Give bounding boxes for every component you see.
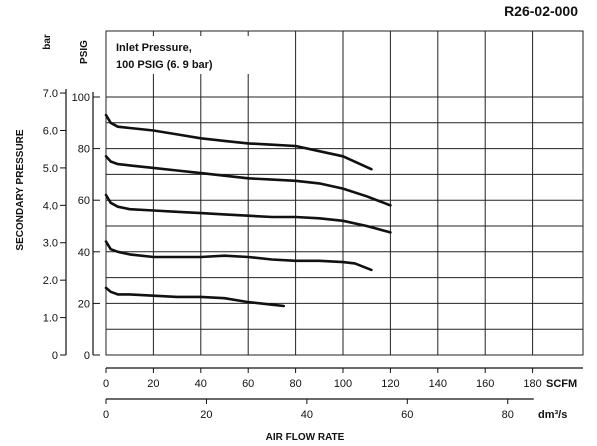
y-tick-label-secondary: 6.0: [43, 125, 58, 137]
y-tick-label-secondary: 1.0: [43, 313, 58, 325]
y-tick-label: 0: [84, 350, 90, 362]
y-tick-label: 40: [78, 247, 90, 259]
x-tick-label: 180: [523, 378, 541, 390]
x-unit-secondary: dm³/s: [538, 409, 567, 421]
x-tick-label: 20: [147, 378, 159, 390]
x-tick-label: 160: [476, 378, 494, 390]
y-tick-label-secondary: 7.0: [43, 88, 58, 100]
x-tick-label: 140: [429, 378, 447, 390]
series-curve-4: [104, 155, 392, 207]
y-tick-label: 60: [78, 195, 90, 207]
annotation-line-1: Inlet Pressure,: [116, 42, 192, 54]
x-tick-label-secondary: 60: [401, 409, 413, 421]
x-unit-primary: SCFM: [546, 378, 577, 390]
y-tick-label-secondary: 5.0: [43, 163, 58, 175]
series-layer: [104, 113, 392, 308]
series-curve-5: [104, 113, 373, 171]
y-tick-label: 80: [78, 144, 90, 156]
y-tick-label-secondary: 3.0: [43, 238, 58, 250]
series-curve-2: [104, 240, 373, 272]
x-tick-label-secondary: 80: [502, 409, 514, 421]
y-unit-secondary: bar: [42, 34, 53, 50]
annotation-box: [108, 36, 260, 74]
y-tick-label-secondary: 0: [52, 350, 58, 362]
grid-layer: [106, 31, 583, 355]
x-tick-label: 40: [195, 378, 207, 390]
y-tick-label-secondary: 4.0: [43, 200, 58, 212]
x-axis-label: AIR FLOW RATE: [266, 432, 345, 443]
x-tick-label-secondary: 40: [301, 409, 313, 421]
x-tick-label: 80: [289, 378, 301, 390]
series-curve-1: [104, 286, 286, 308]
x-unit-secondary-text: dm³/s: [538, 409, 567, 421]
y-unit-primary: PSIG: [79, 40, 90, 64]
plot-frame: [105, 30, 584, 356]
x-tick-label: 100: [334, 378, 352, 390]
x-tick-label-secondary: 0: [103, 409, 109, 421]
annotation-line-2: 100 PSIG (6. 9 bar): [116, 59, 213, 71]
y-tick-label: 100: [72, 92, 90, 104]
ticks-layer: 0 20 40 60 80 100 120 140 160 180 0 20 40 60 80 0 20 40 60…: [43, 88, 583, 421]
chart-title: R26-02-000: [504, 3, 578, 19]
x-tick-label: 0: [103, 378, 109, 390]
y-axis-label: SECONDARY PRESSURE: [15, 129, 26, 250]
x-tick-label-secondary: 20: [200, 409, 212, 421]
y-tick-label: 20: [78, 298, 90, 310]
x-tick-label: 60: [242, 378, 254, 390]
series-curve-3: [104, 193, 392, 234]
y-tick-label-secondary: 2.0: [43, 275, 58, 287]
x-tick-label: 120: [381, 378, 399, 390]
